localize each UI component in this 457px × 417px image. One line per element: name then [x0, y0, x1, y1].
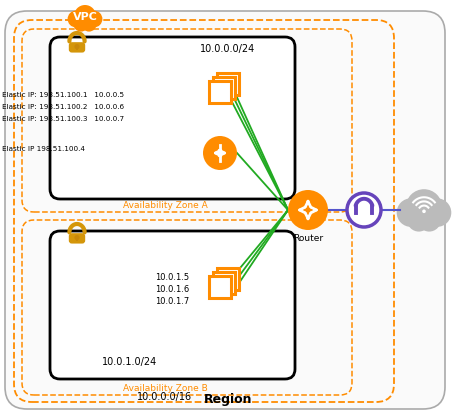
Text: 10.0.0.0/24: 10.0.0.0/24	[200, 44, 255, 54]
Circle shape	[85, 10, 102, 28]
Text: Elastic IP: 198.51.100.3   10.0.0.7: Elastic IP: 198.51.100.3 10.0.0.7	[2, 116, 124, 122]
FancyBboxPatch shape	[209, 81, 231, 103]
Circle shape	[74, 5, 96, 27]
Text: 10.0.1.6: 10.0.1.6	[155, 284, 189, 294]
Text: Region: Region	[204, 393, 252, 406]
Text: 10.0.1.5: 10.0.1.5	[155, 272, 189, 281]
Circle shape	[81, 16, 96, 32]
FancyBboxPatch shape	[213, 272, 235, 294]
Circle shape	[74, 16, 89, 32]
FancyBboxPatch shape	[50, 37, 295, 199]
Circle shape	[288, 190, 328, 230]
FancyBboxPatch shape	[213, 77, 235, 99]
Text: Availability Zone B: Availability Zone B	[122, 384, 207, 393]
FancyBboxPatch shape	[5, 11, 445, 409]
FancyBboxPatch shape	[50, 231, 295, 379]
Circle shape	[418, 208, 441, 231]
Text: Elastic IP: 198.51.100.1   10.0.0.5: Elastic IP: 198.51.100.1 10.0.0.5	[2, 92, 124, 98]
Circle shape	[407, 208, 430, 231]
Circle shape	[74, 44, 80, 49]
FancyBboxPatch shape	[75, 45, 79, 50]
Circle shape	[68, 10, 85, 28]
Text: VPC: VPC	[73, 12, 97, 22]
Text: 10.0.1.7: 10.0.1.7	[155, 296, 189, 306]
Text: 10.0.1.0/24: 10.0.1.0/24	[102, 357, 158, 367]
Circle shape	[347, 193, 381, 227]
FancyBboxPatch shape	[218, 73, 239, 95]
FancyBboxPatch shape	[209, 276, 231, 298]
Text: Elastic IP: 198.51.100.2   10.0.0.6: Elastic IP: 198.51.100.2 10.0.0.6	[2, 104, 124, 110]
Circle shape	[203, 136, 237, 170]
Circle shape	[423, 198, 452, 227]
FancyBboxPatch shape	[69, 233, 85, 244]
FancyBboxPatch shape	[75, 236, 79, 241]
Text: 10.0.0.0/16: 10.0.0.0/16	[138, 392, 192, 402]
Text: Router: Router	[293, 234, 323, 243]
Circle shape	[74, 235, 80, 240]
Circle shape	[422, 209, 426, 213]
FancyBboxPatch shape	[218, 268, 239, 290]
Circle shape	[406, 189, 442, 226]
FancyBboxPatch shape	[69, 42, 85, 53]
Text: Availability Zone A: Availability Zone A	[122, 201, 207, 210]
Circle shape	[397, 198, 425, 227]
Text: Elastic IP 198.51.100.4: Elastic IP 198.51.100.4	[2, 146, 85, 152]
